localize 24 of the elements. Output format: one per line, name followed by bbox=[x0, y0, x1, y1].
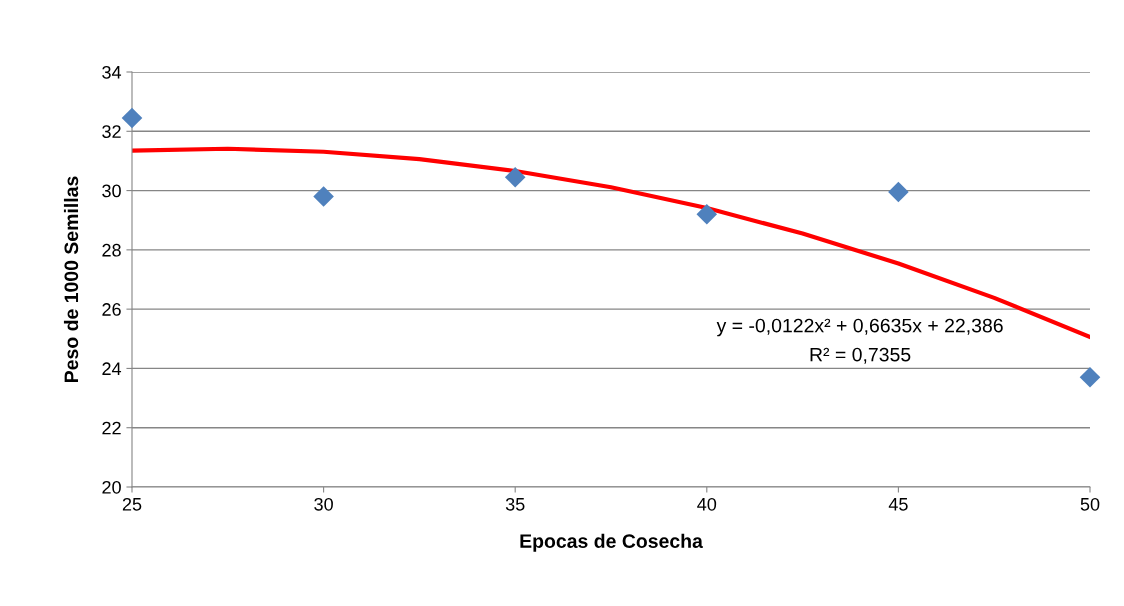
y-tick-label: 22 bbox=[102, 421, 121, 435]
y-tick-label: 32 bbox=[102, 125, 121, 139]
y-tick-label: 24 bbox=[102, 362, 122, 375]
x-tick-label: 25 bbox=[122, 497, 142, 511]
x-tick-label: 35 bbox=[505, 497, 525, 511]
y-tick-label: 30 bbox=[102, 184, 121, 198]
y-tick-label: 28 bbox=[102, 243, 121, 257]
point bbox=[1079, 367, 1101, 388]
point bbox=[696, 203, 718, 225]
x-tick-label: 40 bbox=[697, 497, 717, 511]
x-tick-label: 45 bbox=[888, 498, 908, 511]
point bbox=[121, 107, 143, 129]
y-tick-label: 26 bbox=[102, 303, 121, 316]
point bbox=[504, 166, 526, 188]
y-tick-label: 20 bbox=[102, 480, 121, 494]
point bbox=[313, 186, 334, 207]
y-axis-title: Peso de 1000 Semillas bbox=[63, 176, 79, 382]
x-tick-label: 30 bbox=[314, 497, 333, 511]
annotation: R² = 0,7355 bbox=[810, 347, 911, 364]
point bbox=[888, 181, 909, 203]
x-axis-title: Epocas de Cosecha bbox=[520, 533, 703, 552]
annotation: y = -0,0122x² + 0,6635x + 22,386 bbox=[716, 318, 1003, 337]
x-tick-label: 50 bbox=[1080, 497, 1100, 511]
y-tick-label: 34 bbox=[102, 65, 122, 79]
